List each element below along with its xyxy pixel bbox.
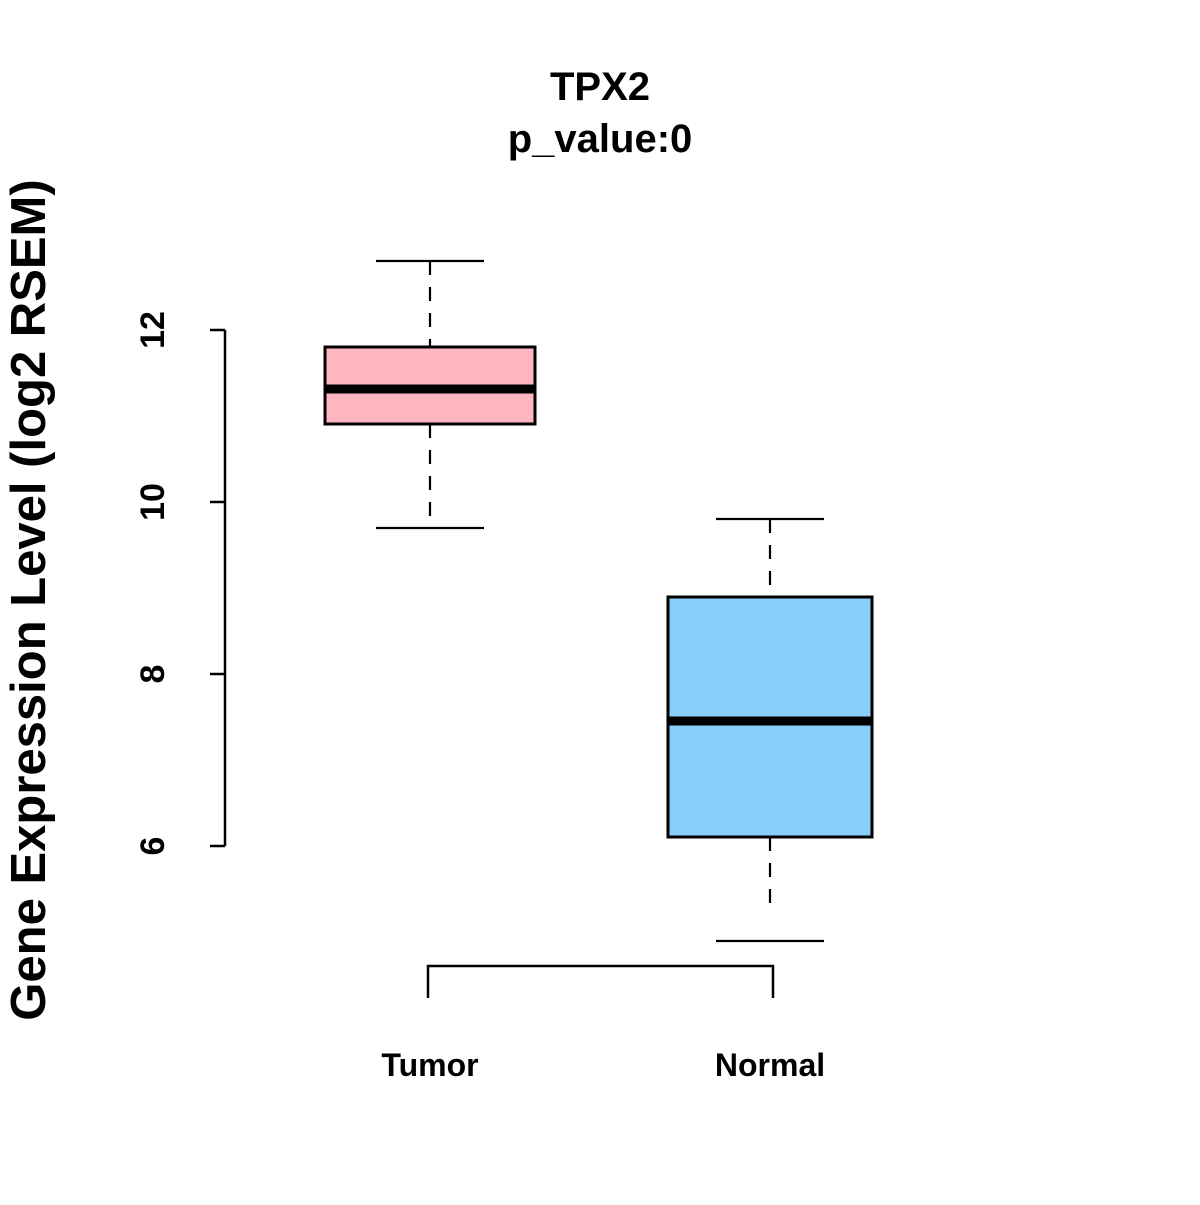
svg-text:12: 12 [134, 311, 172, 349]
svg-text:10: 10 [134, 483, 172, 521]
svg-text:p_value:0: p_value:0 [508, 117, 693, 161]
svg-text:Tumor: Tumor [381, 1047, 478, 1083]
svg-text:Gene Expression Level (log2 RS: Gene Expression Level (log2 RSEM) [2, 179, 56, 1020]
svg-text:8: 8 [134, 665, 172, 684]
svg-text:Normal: Normal [715, 1047, 825, 1083]
svg-text:TPX2: TPX2 [550, 65, 650, 109]
svg-text:6: 6 [134, 837, 172, 856]
